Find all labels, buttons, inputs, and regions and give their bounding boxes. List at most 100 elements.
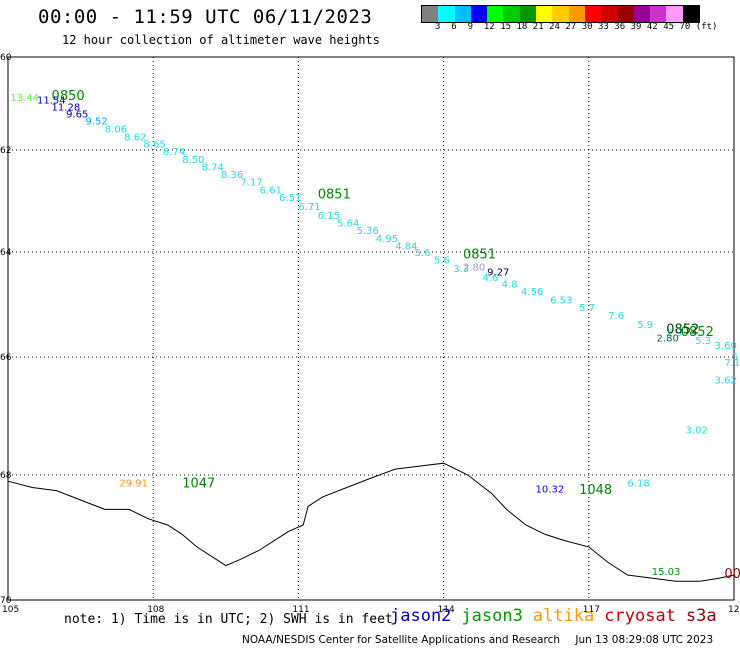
- legend-label: 15: [500, 22, 512, 32]
- legend-swatch: [519, 6, 537, 22]
- swh-value: 5.6: [415, 248, 431, 259]
- swh-value: 5.36: [356, 226, 378, 237]
- swh-value: 4.84: [395, 241, 417, 252]
- legend-swatch: [601, 6, 618, 22]
- page-subtitle: 12 hour collection of altimeter wave hei…: [62, 33, 380, 47]
- swh-value: 6.61: [260, 185, 282, 196]
- swh-value: 11.28: [52, 102, 81, 113]
- swh-value: 9.27: [487, 268, 509, 279]
- swh-value: 8.06: [105, 124, 127, 135]
- swh-value: 15.03: [652, 567, 681, 578]
- legend-swatch: [438, 6, 455, 22]
- legend-swatch: [682, 6, 700, 22]
- swh-value: 6: [732, 352, 738, 363]
- color-legend: [421, 5, 701, 23]
- swh-value: 5.7: [579, 303, 595, 314]
- legend-swatch: [470, 6, 488, 22]
- satellite-name: s3a: [685, 606, 717, 626]
- legend-swatch: [584, 6, 602, 22]
- swh-value: 2.80: [657, 333, 679, 344]
- swh-value: 3.3: [453, 264, 469, 275]
- swh-value: 29.91: [119, 478, 148, 489]
- legend-swatch: [568, 6, 585, 22]
- pass-time-label: 0048: [724, 567, 740, 582]
- map-frame: [7, 56, 735, 601]
- color-legend-labels: 3 6 9 12 15 18 21 24 27 30 33 36 39 42 45 70 (ft): [421, 22, 740, 34]
- legend-label: 30: [581, 22, 593, 32]
- pass-time-label: 1048: [579, 483, 612, 498]
- satellite-key: jason2 jason3 altika cryosat s3a: [390, 606, 727, 626]
- swh-value: 8.36: [221, 170, 243, 181]
- swh-value: 8.74: [163, 147, 185, 158]
- swh-value: 7.1: [724, 358, 740, 369]
- y-tick-label: 70: [0, 596, 12, 606]
- x-tick-label: 117: [583, 605, 600, 615]
- legend-label: 6: [451, 22, 457, 32]
- swh-value: 8.74: [202, 162, 224, 173]
- legend-label: 33: [598, 22, 609, 32]
- swh-value: 6.71: [298, 202, 320, 213]
- legend-label: 27: [565, 22, 577, 32]
- swh-value: 8.62: [124, 133, 146, 144]
- swh-value: 7.17: [240, 178, 262, 189]
- footnote: note: 1) Time is in UTC; 2) SWH is in fe…: [64, 612, 393, 627]
- legend-swatch: [617, 6, 634, 22]
- swh-value: 6.51: [279, 193, 301, 204]
- legend-swatch: [552, 6, 569, 22]
- swh-labels: 11.5411.289.659.528.068.628.658.748.508.…: [10, 89, 740, 582]
- legend-swatch: [422, 6, 439, 22]
- swh-value: 2.9: [666, 328, 682, 339]
- swh-value: 5.6: [434, 256, 450, 267]
- credit-line: NOAA/NESDIS Center for Satellite Applica…: [242, 634, 713, 646]
- x-tick-label: 120: [728, 605, 740, 615]
- swh-value: 9.52: [85, 116, 107, 127]
- swh-value: 7.6: [608, 311, 624, 322]
- legend-label: 36: [614, 22, 626, 32]
- legend-swatch: [650, 6, 667, 22]
- satellite-name: altika: [532, 606, 595, 626]
- graticule: [7, 56, 735, 601]
- legend-label: 9: [467, 22, 474, 32]
- y-tick-label: 68: [0, 471, 12, 481]
- swh-value: 4.95: [376, 234, 398, 245]
- timestamp: Jun 13 08:29:08 UTC 2023: [575, 634, 714, 646]
- pass-time-label: 0850: [52, 89, 85, 104]
- legend-label: 21: [532, 22, 544, 32]
- y-tick-label: 60: [0, 53, 12, 63]
- legend-label: 42: [646, 22, 658, 32]
- legend-label: 70: [679, 22, 691, 32]
- legend-label: 24: [549, 22, 560, 32]
- y-tick-label: 66: [0, 353, 12, 363]
- legend-label: (ft): [695, 22, 718, 32]
- pass-time-label: 0851: [463, 247, 496, 262]
- swh-value: 5.64: [337, 219, 359, 230]
- x-tick-label: 111: [292, 605, 309, 615]
- legend-swatch: [487, 6, 504, 22]
- legend-label: 39: [630, 22, 642, 32]
- x-tick-label: 114: [438, 605, 455, 615]
- pass-time-label: 0851: [318, 187, 351, 202]
- satellite-name: jason3: [461, 606, 523, 626]
- swh-value: 2.80: [463, 262, 485, 273]
- swh-value: 4.8: [502, 280, 518, 291]
- swh-value: 3.60: [715, 341, 737, 352]
- y-tick-label: 62: [0, 146, 11, 156]
- swh-value: 3.62: [715, 376, 737, 387]
- swh-value: 5.3: [695, 336, 711, 347]
- legend-swatch: [454, 6, 471, 22]
- pass-time-label: 0852: [681, 325, 714, 340]
- swh-value: 10.32: [536, 485, 565, 496]
- swh-value: 6.53: [550, 295, 572, 306]
- swh-value: 4.6: [482, 273, 498, 284]
- coastline: [7, 462, 735, 582]
- swh-value: 5.9: [637, 320, 653, 331]
- credit-text: NOAA/NESDIS Center for Satellite Applica…: [242, 634, 560, 646]
- legend-label: 3: [435, 22, 441, 32]
- x-tick-label: 105: [2, 605, 19, 615]
- swh-value: 4.56: [521, 287, 543, 298]
- swh-value: 13.44: [10, 93, 39, 104]
- satellite-name: cryosat: [604, 606, 676, 626]
- page-title: 00:00 - 11:59 UTC 06/11/2023: [38, 6, 373, 28]
- swh-value: 8.50: [182, 155, 204, 166]
